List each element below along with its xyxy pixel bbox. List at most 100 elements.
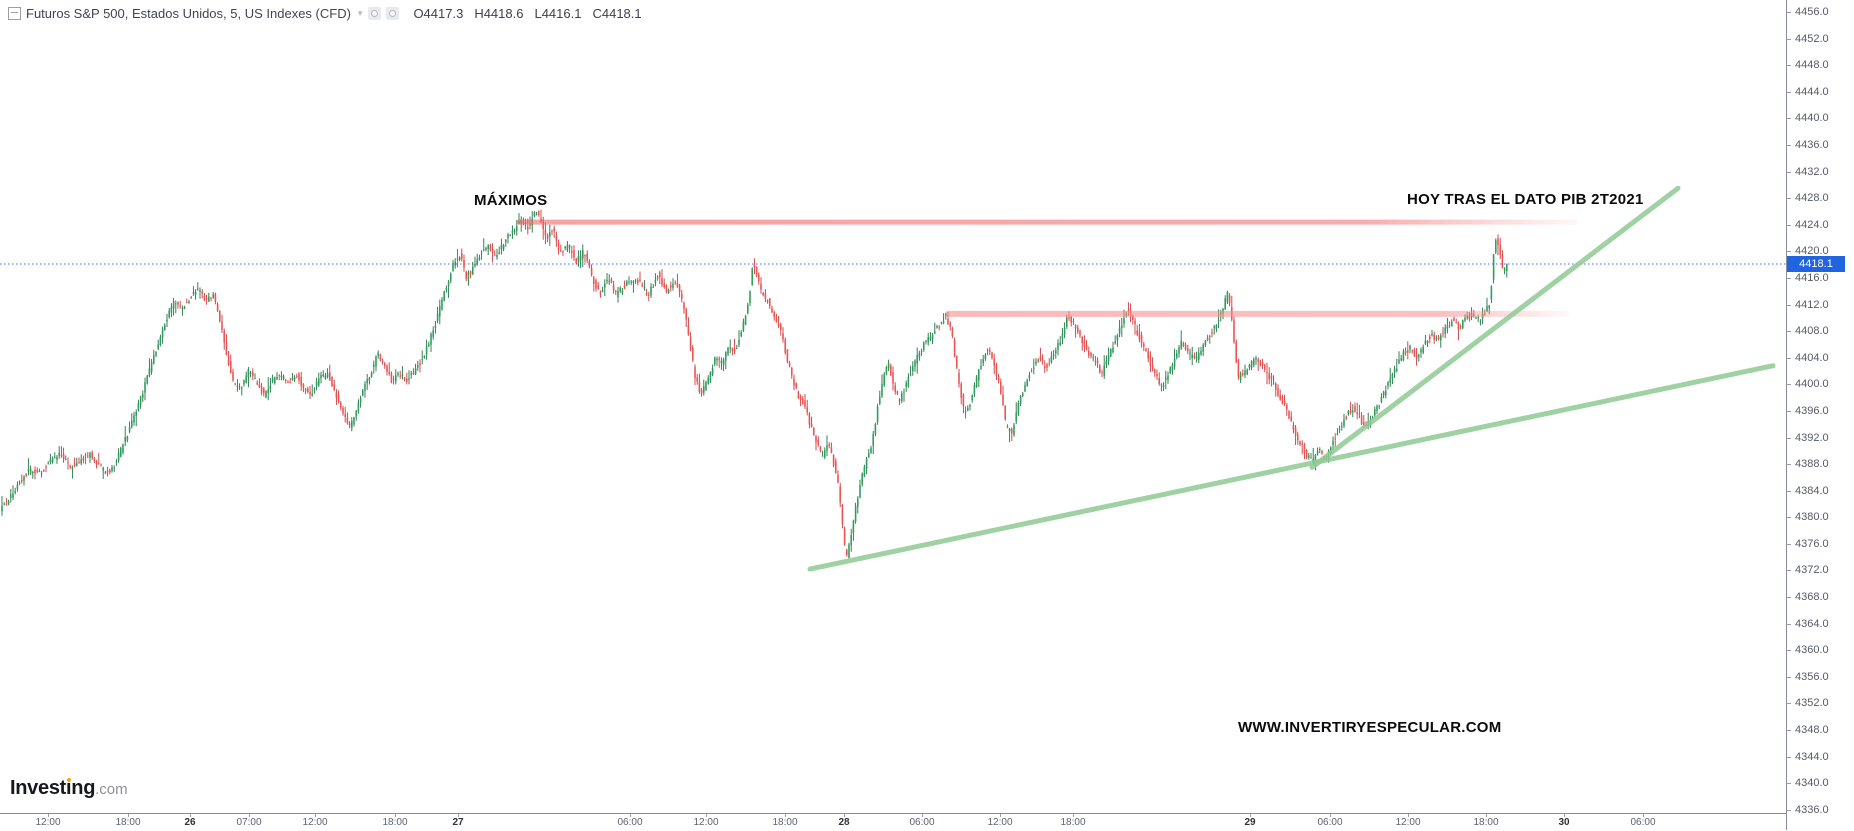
candlestick-plot[interactable] (0, 0, 1786, 813)
price-axis-tick (1787, 757, 1791, 758)
price-axis-tick (1787, 730, 1791, 731)
logo-orange-dot: i (66, 777, 72, 799)
time-axis-label: 07:00 (236, 817, 262, 828)
time-axis-tick (1643, 814, 1644, 817)
time-axis-tick (1000, 814, 1001, 817)
time-axis-day-label: 27 (452, 817, 464, 828)
resistencia-maximos[interactable] (517, 219, 1578, 225)
price-axis-label: 4452.0 (1795, 33, 1829, 45)
price-axis-tick (1787, 12, 1791, 13)
price-axis-tick (1787, 411, 1791, 412)
price-axis-tick (1787, 118, 1791, 119)
chart-legend: Futuros S&P 500, Estados Unidos, 5, US I… (8, 6, 642, 21)
time-axis-tick (48, 814, 49, 817)
time-axis-label: 12:00 (1395, 817, 1421, 828)
time-axis-tick (1486, 814, 1487, 817)
directriz-alcista-rapida[interactable] (1309, 185, 1681, 470)
price-axis-tick (1787, 92, 1791, 93)
time-axis-tick (1408, 814, 1409, 817)
price-axis-tick (1787, 358, 1791, 359)
time-axis-label: 12:00 (35, 817, 61, 828)
price-axis-label: 4360.0 (1795, 644, 1829, 656)
price-axis-tick (1787, 384, 1791, 385)
price-axis-label: 4384.0 (1795, 485, 1829, 497)
time-axis-tick (1073, 814, 1074, 817)
last-price-badge: 4418.1 (1787, 256, 1845, 272)
price-axis-label: 4372.0 (1795, 564, 1829, 576)
price-axis-tick (1787, 677, 1791, 678)
investing-logo[interactable]: Investing.com (10, 777, 128, 800)
price-axis-label: 4380.0 (1795, 511, 1829, 523)
price-axis-tick (1787, 305, 1791, 306)
price-axis-label: 4340.0 (1795, 777, 1829, 789)
price-axis-label: 4368.0 (1795, 591, 1829, 603)
time-axis-tick (1564, 814, 1565, 817)
legend-quick-icon-1[interactable] (368, 7, 382, 20)
price-axis-label: 4364.0 (1795, 618, 1829, 630)
time-axis-day-label: 28 (838, 817, 850, 828)
price-axis-label: 4392.0 (1795, 432, 1829, 444)
price-axis-tick (1787, 145, 1791, 146)
time-axis-label: 12:00 (987, 817, 1013, 828)
price-axis-label: 4408.0 (1795, 325, 1829, 337)
price-axis-label: 4416.0 (1795, 272, 1829, 284)
time-axis-tick (630, 814, 631, 817)
legend-quick-icon-2[interactable] (386, 7, 400, 20)
symbol-title[interactable]: Futuros S&P 500, Estados Unidos, 5, US I… (26, 6, 351, 21)
time-axis-tick (128, 814, 129, 817)
price-axis-tick (1787, 438, 1791, 439)
price-axis-label: 4436.0 (1795, 139, 1829, 151)
chevron-down-icon[interactable]: ▾ (357, 8, 363, 18)
time-axis-tick (844, 814, 845, 817)
price-axis-label: 4444.0 (1795, 86, 1829, 98)
resistencia-intermedia[interactable] (946, 310, 1569, 317)
price-axis-tick (1787, 65, 1791, 66)
time-axis-tick (190, 814, 191, 817)
high-value: H4418.6 (474, 6, 524, 21)
price-axis-tick (1787, 278, 1791, 279)
price-axis-tick (1787, 251, 1791, 252)
price-axis-tick (1787, 597, 1791, 598)
time-axis-label: 18:00 (382, 817, 408, 828)
price-axis-label: 4376.0 (1795, 538, 1829, 550)
close-value: C4418.1 (592, 6, 642, 21)
price-axis-label: 4388.0 (1795, 458, 1829, 470)
time-axis-tick (1330, 814, 1331, 817)
site-watermark: WWW.INVERTIRYESPECULAR.COM (1238, 719, 1502, 736)
directriz-alcista-lenta[interactable] (807, 363, 1776, 572)
price-axis-tick (1787, 39, 1791, 40)
time-axis[interactable]: 12:00 18:00 26 07:00 12:00 18:00 27 06:00 12:00 1… (0, 813, 1786, 831)
collapse-legend-icon[interactable] (8, 7, 21, 20)
price-axis-tick (1787, 810, 1791, 811)
price-axis-label: 4456.0 (1795, 6, 1829, 18)
time-axis-tick (706, 814, 707, 817)
investing-logo-suffix: .com (95, 781, 128, 798)
price-axis[interactable]: 4456.0 4452.0 4448.0 4444.0 4440.0 4436.0 4432… (1786, 0, 1854, 830)
price-axis-tick (1787, 703, 1791, 704)
time-axis-tick (395, 814, 396, 817)
price-axis-label: 4432.0 (1795, 166, 1829, 178)
price-axis-label: 4404.0 (1795, 352, 1829, 364)
time-axis-label: 18:00 (1473, 817, 1499, 828)
price-axis-tick (1787, 464, 1791, 465)
time-axis-label: 06:00 (1630, 817, 1656, 828)
time-axis-label: 18:00 (115, 817, 141, 828)
price-chart-canvas[interactable] (0, 0, 1786, 813)
price-axis-label: 4400.0 (1795, 378, 1829, 390)
price-axis-tick (1787, 491, 1791, 492)
time-axis-tick (458, 814, 459, 817)
price-axis-tick (1787, 650, 1791, 651)
price-axis-tick (1787, 517, 1791, 518)
time-axis-label: 06:00 (909, 817, 935, 828)
low-value: L4416.1 (534, 6, 582, 21)
time-axis-day-label: 29 (1244, 817, 1256, 828)
time-axis-label: 12:00 (302, 817, 328, 828)
price-axis-tick (1787, 544, 1791, 545)
time-axis-label: 06:00 (1317, 817, 1343, 828)
price-axis-label: 4396.0 (1795, 405, 1829, 417)
price-axis-label: 4352.0 (1795, 697, 1829, 709)
time-axis-tick (922, 814, 923, 817)
price-axis-tick (1787, 331, 1791, 332)
investing-logo-text: Investing (10, 777, 96, 799)
